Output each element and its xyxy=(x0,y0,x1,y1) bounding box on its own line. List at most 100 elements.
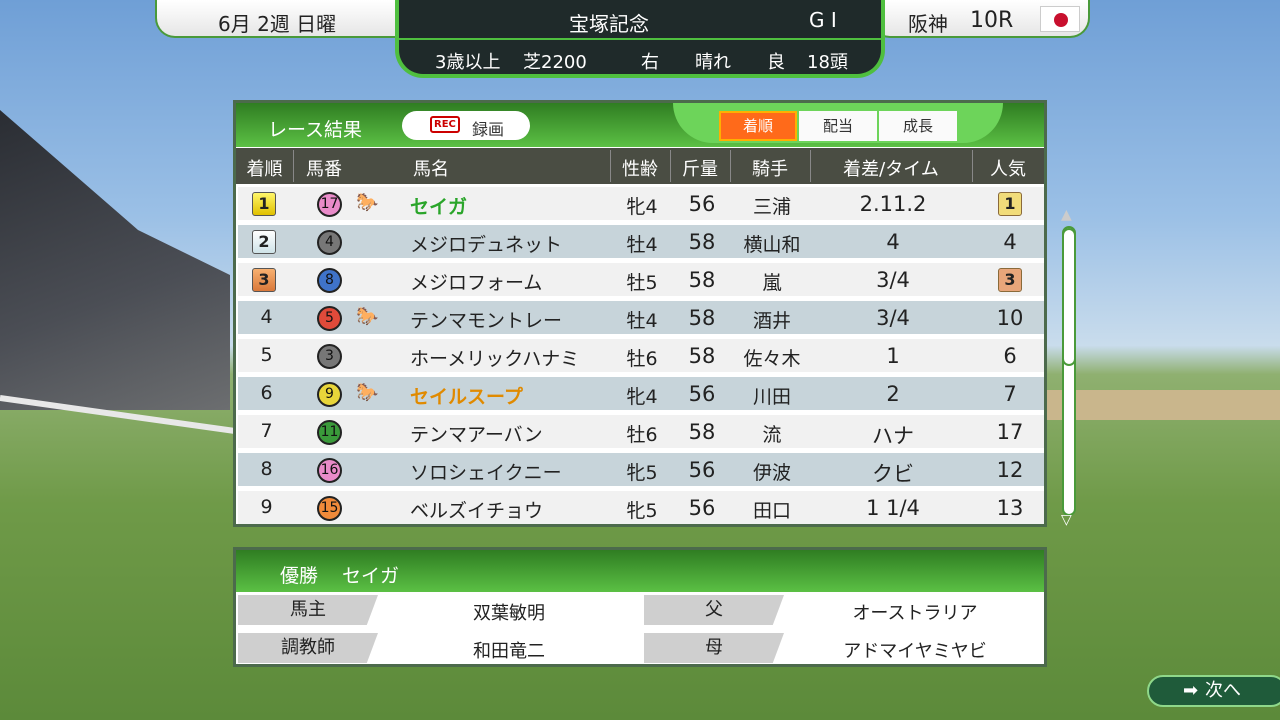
rank: 9 xyxy=(260,496,273,518)
grandstand xyxy=(0,110,230,410)
owner-label: 馬主 xyxy=(238,595,378,625)
jockey: 川田 xyxy=(752,386,791,408)
result-row[interactable]: 2 4 メジロデュネット 牡4 58 横山和 4 4 xyxy=(238,225,1044,258)
weight: 56 xyxy=(688,496,716,520)
horse-name: テンマアーバン xyxy=(410,424,543,446)
horse-name: セイガ xyxy=(410,196,468,218)
scroll-down-icon[interactable]: ▽ xyxy=(1061,512,1072,528)
rank-badge: 2 xyxy=(252,230,276,254)
sex-age: 牡6 xyxy=(626,348,658,370)
popularity: 4 xyxy=(1003,230,1017,254)
column-header-3: 性齢 xyxy=(622,159,658,180)
column-header-5: 騎手 xyxy=(752,159,788,180)
result-row[interactable]: 8 16 ソロシェイクニー 牝5 56 伊波 クビ 12 xyxy=(238,453,1044,486)
results-title: レース結果 xyxy=(268,119,363,141)
popularity: 17 xyxy=(996,420,1024,444)
rank: 7 xyxy=(260,420,273,442)
result-row[interactable]: 3 8 メジロフォーム 牡5 58 嵐 3/4 3 xyxy=(238,263,1044,296)
weight: 56 xyxy=(688,192,716,216)
jockey: 三浦 xyxy=(752,196,791,218)
tab-bar: 着順 配当 成長 xyxy=(673,103,1003,143)
course: 阪神 xyxy=(908,12,948,36)
horse-name: ベルズイチョウ xyxy=(410,500,544,522)
sex-age: 牝4 xyxy=(626,386,658,408)
column-header-2: 馬名 xyxy=(413,159,449,180)
result-row[interactable]: 5 3 ホーメリックハナミ 牡6 58 佐々木 1 6 xyxy=(238,339,1044,372)
weight: 58 xyxy=(688,230,716,254)
scrollbar-thumb[interactable] xyxy=(1062,228,1076,366)
column-header-4: 斤量 xyxy=(682,159,718,180)
condition-runners: 18頭 xyxy=(807,52,848,73)
dam-label: 母 xyxy=(644,633,784,663)
horse-number: 15 xyxy=(317,496,342,521)
jockey: 酒井 xyxy=(752,310,791,332)
margin: ハナ xyxy=(872,424,914,448)
horse-number: 8 xyxy=(317,268,342,293)
result-row[interactable]: 4 5 🐎 テンマモントレー 牡4 58 酒井 3/4 10 xyxy=(238,301,1044,334)
date-panel xyxy=(155,0,415,38)
race-info-panel: 宝塚記念 G I 3歳以上 芝2200 右 晴れ 良 18頭 xyxy=(395,0,885,78)
sex-age: 牡4 xyxy=(626,310,658,332)
sire-value: オーストラリア xyxy=(852,603,978,624)
sex-age: 牝4 xyxy=(626,196,658,218)
jockey: 伊波 xyxy=(752,462,791,484)
results-header: レース結果 REC 録画 着順 配当 成長 xyxy=(236,103,1044,147)
sire-label: 父 xyxy=(644,595,784,625)
trainer-value: 和田竜二 xyxy=(473,641,545,662)
result-row[interactable]: 1 17 🐎 セイガ 牝4 56 三浦 2.11.2 1 xyxy=(238,187,1044,220)
result-row[interactable]: 7 11 テンマアーバン 牡6 58 流 ハナ 17 xyxy=(238,415,1044,448)
rank: 8 xyxy=(260,458,273,480)
race-number: 10R xyxy=(970,8,1014,33)
jockey: 嵐 xyxy=(762,272,782,294)
rec-icon: REC xyxy=(430,116,460,133)
tab-payout[interactable]: 配当 xyxy=(799,111,877,141)
horse-number: 9 xyxy=(317,382,342,407)
scroll-up-icon[interactable]: ▲ xyxy=(1061,207,1072,223)
horse-number: 17 xyxy=(317,192,342,217)
weight: 58 xyxy=(688,344,716,368)
horse-number: 16 xyxy=(317,458,342,483)
next-button[interactable]: ➡ 次へ xyxy=(1147,675,1280,707)
margin: 3/4 xyxy=(876,306,910,330)
japan-flag-icon xyxy=(1040,6,1080,32)
sex-age: 牡6 xyxy=(626,424,658,446)
owner-cell: 馬主 双葉敏明 xyxy=(238,592,640,626)
sex-age: 牡5 xyxy=(626,272,658,294)
jockey: 横山和 xyxy=(743,234,801,256)
trainer-cell: 調教師 和田竜二 xyxy=(238,630,640,664)
tab-growth[interactable]: 成長 xyxy=(879,111,957,141)
tab-order[interactable]: 着順 xyxy=(719,111,797,141)
condition-surface: 芝2200 xyxy=(523,52,587,73)
race-results-panel: レース結果 REC 録画 着順 配当 成長 着順 馬番 馬名 性齢 斤量 騎手 着差/タイム… xyxy=(233,100,1047,527)
weight: 56 xyxy=(688,458,716,482)
sex-age: 牝5 xyxy=(626,462,658,484)
winner-label: 優勝 xyxy=(280,565,319,587)
popularity-badge: 3 xyxy=(998,268,1022,292)
result-row[interactable]: 6 9 🐎 セイルスープ 牝4 56 川田 2 7 xyxy=(238,377,1044,410)
trainer-label: 調教師 xyxy=(238,633,378,663)
popularity: 10 xyxy=(996,306,1024,330)
owner-value: 双葉敏明 xyxy=(473,603,545,624)
result-row[interactable]: 9 15 ベルズイチョウ 牝5 56 田口 1 1/4 13 xyxy=(238,491,1044,524)
horse-number: 5 xyxy=(317,306,342,331)
column-header-1: 馬番 xyxy=(306,159,342,180)
record-button[interactable]: REC 録画 xyxy=(402,111,530,140)
winner-panel: 優勝 セイガ 馬主 双葉敏明 調教師 和田竜二 父 オーストラリア 母 アドマイ… xyxy=(233,547,1047,667)
weight: 58 xyxy=(688,420,716,444)
jockey: 流 xyxy=(762,424,782,446)
rank: 4 xyxy=(260,306,273,328)
rank-badge: 3 xyxy=(252,268,276,292)
sire-cell: 父 オーストラリア xyxy=(644,592,1046,626)
horse-name: メジロフォーム xyxy=(410,272,543,294)
winner-header: 優勝 セイガ xyxy=(236,550,1044,592)
jockey: 佐々木 xyxy=(743,348,801,370)
next-label: 次へ xyxy=(1205,680,1241,701)
horse-name: ホーメリックハナミ xyxy=(410,348,580,370)
weight: 58 xyxy=(688,306,716,330)
rank: 5 xyxy=(260,344,273,366)
weight: 58 xyxy=(688,268,716,292)
rank-badge: 1 xyxy=(252,192,276,216)
record-label: 録画 xyxy=(472,120,505,139)
favorite-horse-icon: 🐎 xyxy=(356,382,379,403)
condition-weather: 晴れ xyxy=(695,52,731,73)
